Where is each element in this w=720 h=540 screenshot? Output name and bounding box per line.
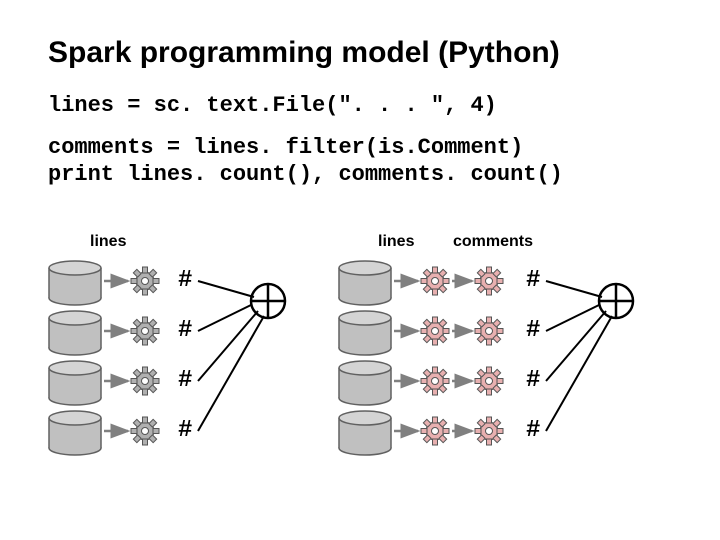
hash-symbol: # (526, 317, 540, 344)
gear-icon (415, 411, 455, 451)
gear-icon (415, 261, 455, 301)
cylinder-icon (339, 311, 391, 355)
hash-symbol: # (178, 367, 192, 394)
cylinder-icon (49, 411, 101, 455)
gear-icon (125, 411, 165, 451)
hash-symbol: # (526, 267, 540, 294)
gear-icon (469, 261, 509, 301)
cylinder-icon (339, 411, 391, 455)
gear-icon (469, 361, 509, 401)
label-lines-left: lines (90, 233, 126, 251)
hash-symbol: # (526, 367, 540, 394)
hash-symbol: # (178, 417, 192, 444)
hash-symbol: # (178, 267, 192, 294)
cylinder-icon (339, 261, 391, 305)
hash-symbol: # (178, 317, 192, 344)
cylinder-icon (49, 361, 101, 405)
gear-icon (469, 311, 509, 351)
gear-icon (125, 261, 165, 301)
hash-symbol: # (526, 417, 540, 444)
code-block-2: comments = lines. filter(is.Comment) pri… (48, 134, 672, 189)
gear-icon (415, 311, 455, 351)
cylinder-icon (339, 361, 391, 405)
label-comments: comments (453, 233, 533, 251)
diagram: lines lines comments # # # # # # # # (48, 203, 672, 463)
slide-title: Spark programming model (Python) (48, 36, 672, 70)
plus-icon (599, 284, 633, 318)
gear-icon (469, 411, 509, 451)
gear-icon (125, 311, 165, 351)
gear-icon (125, 361, 165, 401)
code-block-1: lines = sc. text.File(". . . ", 4) (48, 92, 672, 120)
diagram-svg (48, 203, 672, 463)
cylinder-icon (49, 311, 101, 355)
gear-icon (415, 361, 455, 401)
label-lines-right: lines (378, 233, 414, 251)
plus-icon (251, 284, 285, 318)
cylinder-icon (49, 261, 101, 305)
